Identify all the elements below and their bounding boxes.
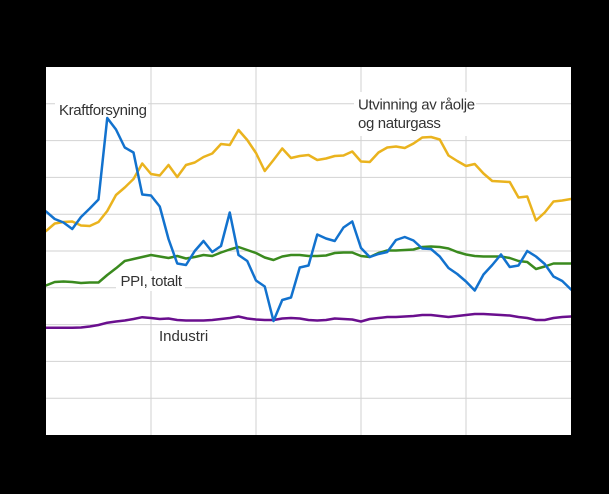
svg-text:Industri: Industri [159, 328, 208, 345]
svg-text:og naturgass: og naturgass [358, 115, 441, 132]
svg-text:PPI, totalt: PPI, totalt [121, 273, 183, 290]
svg-text:Kraftforsyning: Kraftforsyning [59, 102, 147, 119]
svg-text:Utvinning av råolje: Utvinning av råolje [358, 97, 475, 114]
